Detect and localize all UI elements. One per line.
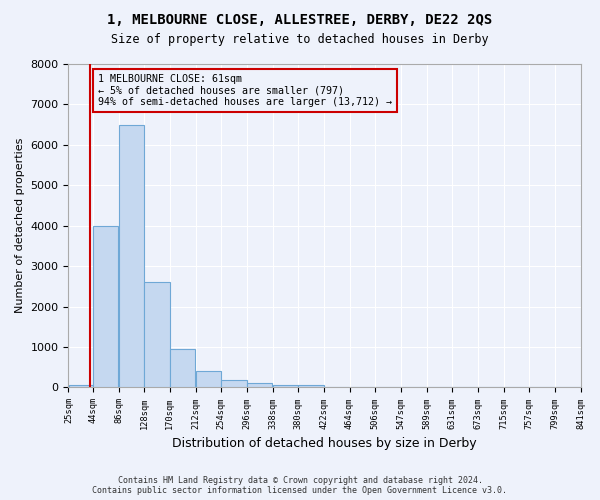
X-axis label: Distribution of detached houses by size in Derby: Distribution of detached houses by size … [172,437,477,450]
Bar [273,385,298,388]
Bar [221,380,247,388]
Bar [196,372,221,388]
Bar [170,349,195,388]
Text: Size of property relative to detached houses in Derby: Size of property relative to detached ho… [111,32,489,46]
Y-axis label: Number of detached properties: Number of detached properties [15,138,25,314]
Bar [69,386,92,388]
Text: Contains HM Land Registry data © Crown copyright and database right 2024.
Contai: Contains HM Land Registry data © Crown c… [92,476,508,495]
Text: 1, MELBOURNE CLOSE, ALLESTREE, DERBY, DE22 2QS: 1, MELBOURNE CLOSE, ALLESTREE, DERBY, DE… [107,12,493,26]
Bar [119,124,144,388]
Bar [145,282,170,388]
Text: 1 MELBOURNE CLOSE: 61sqm
← 5% of detached houses are smaller (797)
94% of semi-d: 1 MELBOURNE CLOSE: 61sqm ← 5% of detache… [98,74,392,108]
Bar [298,386,323,388]
Bar [93,226,118,388]
Bar [247,384,272,388]
